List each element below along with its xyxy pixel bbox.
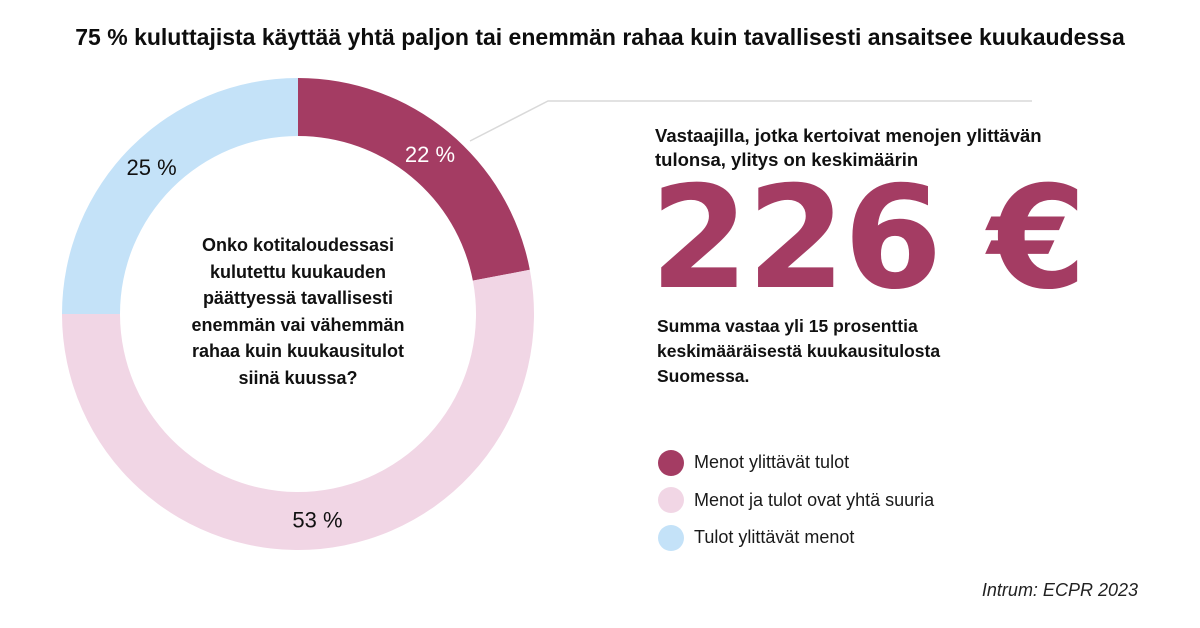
highlight-label: Vastaajilla, jotka kertoivat menojen yli… [655, 125, 1042, 170]
highlight-value: 226 € [650, 156, 1087, 321]
legend-item: Menot ylittävät tulot [658, 444, 934, 482]
donut-slices [62, 78, 534, 551]
slice-data-label: 22 % [405, 142, 455, 167]
legend-label: Tulot ylittävät menot [694, 527, 855, 548]
donut-slice [62, 269, 534, 551]
legend-swatch [658, 449, 684, 476]
donut-slice [298, 78, 530, 281]
donut-slice [62, 78, 298, 314]
highlight-note: Summa vastaa yli 15 prosenttia keskimäär… [657, 316, 941, 386]
legend-item: Menot ja tulot ovat yhtä suuria [658, 482, 934, 520]
legend-item: Tulot ylittävät menot [658, 519, 934, 557]
chart-title: 75 % kuluttajista käyttää yhtä paljon ta… [75, 24, 1125, 50]
slice-labels: 22 % 53 % 25 % [127, 142, 455, 533]
source-credit: Intrum: ECPR 2023 [981, 580, 1138, 600]
slice-data-label: 25 % [127, 155, 177, 180]
legend: Menot ylittävät tulot Menot ja tulot ova… [658, 444, 934, 557]
legend-label: Menot ylittävät tulot [694, 452, 850, 473]
legend-swatch [658, 487, 684, 514]
callout-connector-line [469, 100, 1032, 142]
legend-swatch [658, 524, 684, 551]
donut-center-question: Onko kotitaloudessasi kulutettu kuukaude… [191, 235, 405, 388]
slice-data-label: 53 % [292, 508, 342, 533]
legend-label: Menot ja tulot ovat yhtä suuria [694, 489, 935, 510]
